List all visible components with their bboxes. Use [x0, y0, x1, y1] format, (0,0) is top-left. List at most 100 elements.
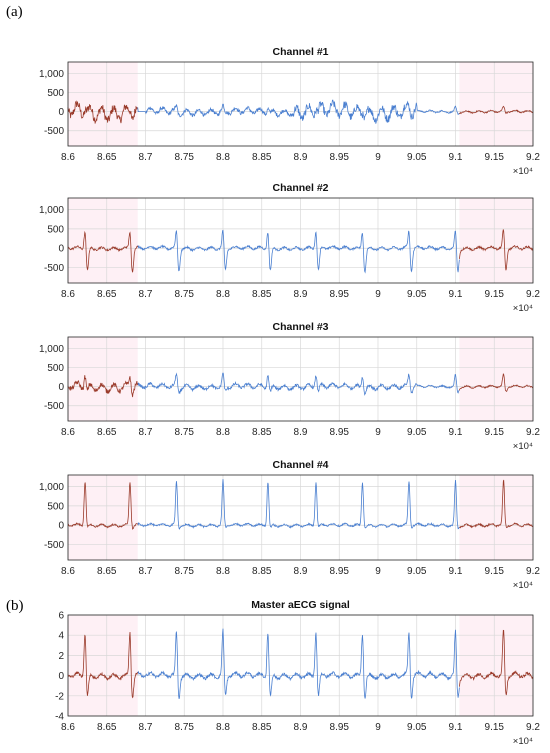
series-segment-2 [459, 479, 534, 529]
x-multiplier-label: ×10⁴ [513, 303, 533, 314]
x-tick-label: 8.6 [61, 566, 75, 577]
y-tick-label: -500 [44, 126, 64, 137]
x-tick-label: 9.15 [485, 566, 505, 577]
x-tick-label: 8.7 [139, 722, 153, 733]
x-tick-label: 8.6 [61, 152, 75, 163]
x-tick-label: 8.95 [330, 289, 350, 300]
plot-frame [67, 336, 534, 422]
extension-band-0 [68, 62, 138, 146]
plot-frame [67, 61, 534, 147]
x-tick-label: 8.7 [139, 289, 153, 300]
series-segment-0 [67, 100, 138, 124]
x-tick-label: 9.15 [485, 152, 505, 163]
x-multiplier-label: ×10⁴ [513, 736, 533, 747]
chart-channel-3: 8.6 8.65 8.7 8.75 8.8 8.85 8.9 8.95 9 9.05 9.1 9.15… [39, 321, 540, 452]
x-tick-label: 9 [375, 566, 381, 577]
chart-channel-4: 8.6 8.65 8.7 8.75 8.8 8.85 8.9 8.95 9 9.05 9.1 9.15… [39, 459, 540, 591]
x-tick-label: 9.2 [526, 566, 540, 577]
x-tick-label: 9.1 [449, 289, 463, 300]
x-tick-label: 9.15 [485, 722, 505, 733]
extension-band-0 [68, 337, 138, 421]
extension-band-0 [68, 475, 138, 560]
extension-band-1 [459, 475, 533, 560]
x-tick-label: 8.65 [97, 152, 117, 163]
x-tick-label: 8.7 [139, 152, 153, 163]
panel-label-b: (b) [6, 598, 24, 614]
x-tick-label: 9.2 [526, 427, 540, 438]
y-tick-label: 0 [58, 382, 64, 393]
x-tick-label: 8.8 [216, 722, 230, 733]
x-multiplier-label: ×10⁴ [513, 166, 533, 177]
x-tick-label: 8.9 [294, 722, 308, 733]
plot-frame [67, 474, 534, 561]
x-tick-label: 9 [375, 289, 381, 300]
series-segment-2 [459, 105, 534, 115]
chart-title: Channel #1 [272, 46, 328, 58]
x-tick-label: 8.95 [330, 566, 350, 577]
x-tick-label: 8.95 [330, 722, 350, 733]
y-tick-label: 0 [58, 671, 64, 682]
y-tick-label: 1,000 [39, 482, 64, 493]
x-tick-label: 9.1 [449, 566, 463, 577]
y-tick-label: 6 [58, 611, 64, 622]
panel-label-a: (a) [6, 4, 23, 20]
x-tick-label: 9 [375, 152, 381, 163]
x-tick-label: 8.75 [175, 566, 195, 577]
plot-frame [67, 614, 534, 717]
y-tick-label: -4 [55, 712, 64, 723]
x-tick-label: 8.65 [97, 289, 117, 300]
extension-band-1 [459, 615, 533, 716]
x-tick-label: 8.75 [175, 427, 195, 438]
extension-band-1 [459, 62, 533, 146]
y-tick-label: 0 [58, 521, 64, 532]
x-tick-label: 8.65 [97, 722, 117, 733]
chart-channel-2: 8.6 8.65 8.7 8.75 8.8 8.85 8.9 8.95 9 9.05 9.1 9.15… [39, 182, 540, 314]
x-tick-label: 9.05 [407, 152, 427, 163]
y-tick-label: 500 [47, 363, 64, 374]
x-tick-label: 8.6 [61, 289, 75, 300]
x-tick-label: 8.85 [252, 289, 272, 300]
y-tick-label: 500 [47, 88, 64, 99]
series-segment-1 [137, 628, 460, 699]
x-tick-label: 9 [375, 427, 381, 438]
y-tick-label: 500 [47, 501, 64, 512]
x-tick-label: 9.1 [449, 427, 463, 438]
x-tick-label: 9.05 [407, 566, 427, 577]
y-tick-label: 1,000 [39, 344, 64, 355]
x-tick-label: 8.65 [97, 427, 117, 438]
extension-band-1 [459, 337, 533, 421]
x-tick-label: 9.2 [526, 152, 540, 163]
y-tick-label: 500 [47, 224, 64, 235]
series-segment-1 [137, 99, 460, 124]
y-tick-label: 1,000 [39, 205, 64, 216]
y-tick-label: -500 [44, 401, 64, 412]
x-tick-label: 8.75 [175, 152, 195, 163]
x-multiplier-label: ×10⁴ [513, 441, 533, 452]
x-tick-label: 9.2 [526, 289, 540, 300]
x-tick-label: 8.75 [175, 722, 195, 733]
series-segment-1 [137, 479, 460, 530]
x-tick-label: 8.95 [330, 152, 350, 163]
series-segment-1 [137, 229, 460, 274]
x-tick-label: 9.05 [407, 722, 427, 733]
series-segment-0 [67, 230, 139, 273]
y-tick-label: -500 [44, 540, 64, 551]
y-tick-label: 4 [58, 631, 64, 642]
y-tick-label: -2 [55, 691, 64, 702]
x-tick-label: 8.9 [294, 427, 308, 438]
extension-band-0 [68, 615, 138, 716]
y-tick-label: 2 [58, 651, 64, 662]
series-segment-2 [459, 373, 534, 392]
x-tick-label: 9.15 [485, 289, 505, 300]
x-tick-label: 8.85 [252, 152, 272, 163]
x-tick-label: 8.85 [252, 427, 272, 438]
x-tick-label: 8.8 [216, 427, 230, 438]
x-tick-label: 8.8 [216, 289, 230, 300]
x-tick-label: 9.15 [485, 427, 505, 438]
plot-frame [67, 197, 534, 284]
series-segment-2 [459, 629, 534, 696]
x-tick-label: 9.05 [407, 427, 427, 438]
chart-title: Channel #4 [272, 459, 328, 471]
x-tick-label: 8.8 [216, 152, 230, 163]
